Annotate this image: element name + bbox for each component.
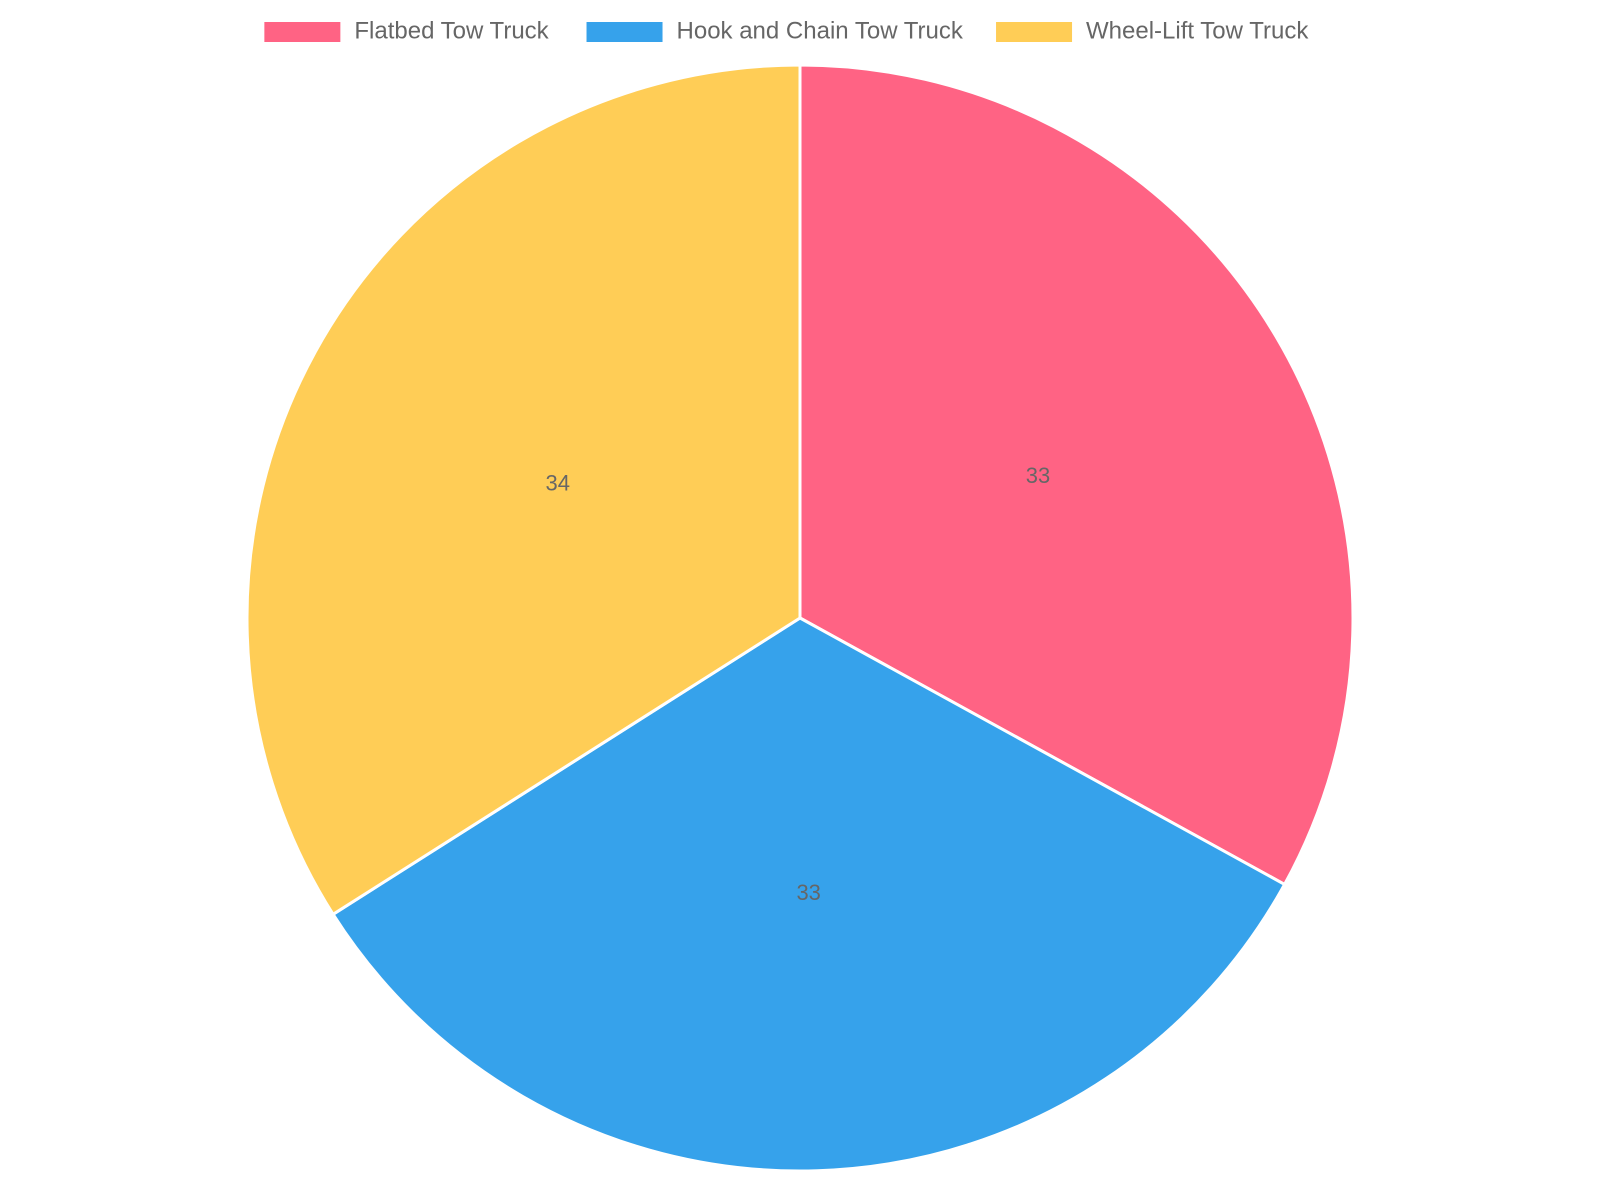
legend-swatch-hook-and-chain-tow-truck xyxy=(586,22,663,42)
chart-legend: Flatbed Tow Truck Hook and Chain Tow Truc… xyxy=(264,17,1309,44)
legend-swatch-wheel-lift-tow-truck xyxy=(996,22,1073,42)
legend-swatch-flatbed-tow-truck xyxy=(264,22,341,42)
data-label-hook-and-chain-tow-truck: 33 xyxy=(796,880,820,905)
pie-slice-flatbed-tow-truck[interactable] xyxy=(798,63,1355,887)
legend-item-wheel-lift-tow-truck[interactable]: Wheel-Lift Tow Truck xyxy=(996,17,1309,44)
legend-label-hook-and-chain-tow-truck: Hook and Chain Tow Truck xyxy=(677,17,964,44)
pie-slices xyxy=(245,63,1355,1173)
legend-label-wheel-lift-tow-truck: Wheel-Lift Tow Truck xyxy=(1086,17,1309,44)
data-label-flatbed-tow-truck: 33 xyxy=(1026,463,1050,488)
pie-slice-wheel-lift-tow-truck[interactable] xyxy=(245,63,802,917)
legend-label-flatbed-tow-truck: Flatbed Tow Truck xyxy=(354,17,549,44)
legend-item-flatbed-tow-truck[interactable]: Flatbed Tow Truck xyxy=(264,17,550,44)
legend-item-hook-and-chain-tow-truck[interactable]: Hook and Chain Tow Truck xyxy=(586,17,964,44)
pie-slice-hook-and-chain-tow-truck[interactable] xyxy=(331,616,1287,1173)
data-label-wheel-lift-tow-truck: 34 xyxy=(545,471,569,496)
pie-data-labels: 33 33 34 xyxy=(545,463,1050,905)
